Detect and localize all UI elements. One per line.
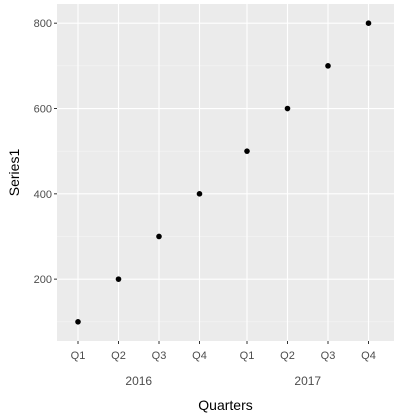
data-point — [325, 63, 331, 69]
x-axis: Q1 Q2 Q3 Q4 Q1 Q2 Q3 Q4 2016 2017 — [71, 341, 376, 388]
x-tick-label: Q3 — [321, 350, 336, 362]
plot-panel — [57, 4, 394, 341]
data-point — [196, 191, 203, 197]
y-axis-title: Series1 — [6, 149, 22, 197]
data-point — [365, 20, 372, 26]
x-tick-label: Q2 — [111, 350, 126, 362]
y-tick-label: 600 — [34, 104, 52, 116]
data-point — [244, 148, 250, 154]
y-tick-label: 200 — [34, 274, 52, 286]
data-point — [156, 233, 162, 240]
data-point — [75, 319, 81, 325]
x-tick-label: Q4 — [361, 350, 376, 362]
x-group-label: 2017 — [294, 374, 321, 388]
y-tick-label: 400 — [34, 189, 52, 201]
x-axis-title: Quarters — [198, 397, 252, 413]
data-points — [75, 20, 372, 325]
data-point — [284, 105, 291, 112]
x-tick-label: Q1 — [240, 350, 255, 362]
gridlines — [57, 4, 394, 341]
x-tick-label: Q4 — [192, 350, 207, 362]
x-group-label: 2016 — [125, 374, 152, 388]
x-tick-label: Q2 — [280, 350, 295, 362]
x-tick-label: Q1 — [71, 350, 86, 362]
y-axis: 200 400 600 800 — [34, 18, 57, 286]
data-point — [115, 276, 122, 282]
x-tick-label: Q3 — [152, 350, 167, 362]
y-tick-label: 800 — [34, 18, 52, 30]
